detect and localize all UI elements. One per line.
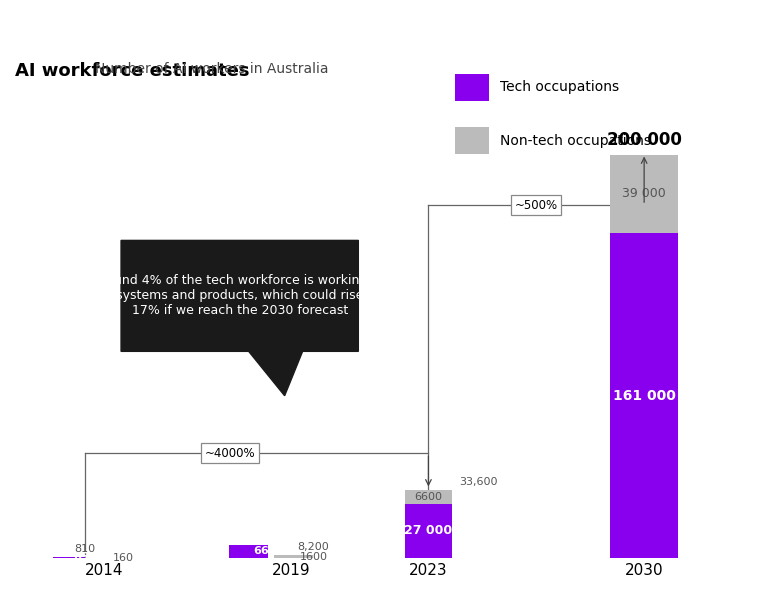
Polygon shape bbox=[249, 352, 302, 396]
Bar bbox=[229, 545, 268, 558]
Text: ~500%: ~500% bbox=[515, 199, 558, 212]
Bar bbox=[405, 503, 452, 558]
Bar bbox=[610, 233, 678, 558]
Text: 6600: 6600 bbox=[253, 547, 284, 556]
Bar bbox=[610, 155, 678, 233]
Text: 810: 810 bbox=[74, 544, 96, 554]
Text: 8,200: 8,200 bbox=[298, 542, 329, 552]
Text: 6600: 6600 bbox=[415, 492, 443, 502]
Text: AI workforce estimates: AI workforce estimates bbox=[15, 62, 249, 81]
Text: 161 000: 161 000 bbox=[612, 389, 675, 403]
Text: 33,600: 33,600 bbox=[459, 477, 497, 487]
Text: 200 000: 200 000 bbox=[606, 130, 681, 149]
Text: ~4000%: ~4000% bbox=[205, 447, 255, 460]
Bar bbox=[405, 490, 452, 503]
Bar bbox=[53, 557, 85, 558]
Text: Number of AI workers in Australia: Number of AI workers in Australia bbox=[95, 62, 328, 76]
Text: Tech occupations: Tech occupations bbox=[500, 81, 619, 94]
Text: 650: 650 bbox=[74, 553, 97, 563]
Text: 27 000: 27 000 bbox=[404, 524, 453, 537]
Text: 160: 160 bbox=[112, 553, 133, 563]
Text: Around 4% of the tech workforce is working on
AI systems and products, which cou: Around 4% of the tech workforce is worki… bbox=[92, 275, 387, 317]
Text: 1600: 1600 bbox=[299, 551, 327, 562]
Bar bbox=[274, 555, 313, 558]
Text: Non-tech occupations: Non-tech occupations bbox=[500, 134, 651, 148]
FancyBboxPatch shape bbox=[121, 240, 359, 352]
Text: 39 000: 39 000 bbox=[622, 187, 666, 200]
